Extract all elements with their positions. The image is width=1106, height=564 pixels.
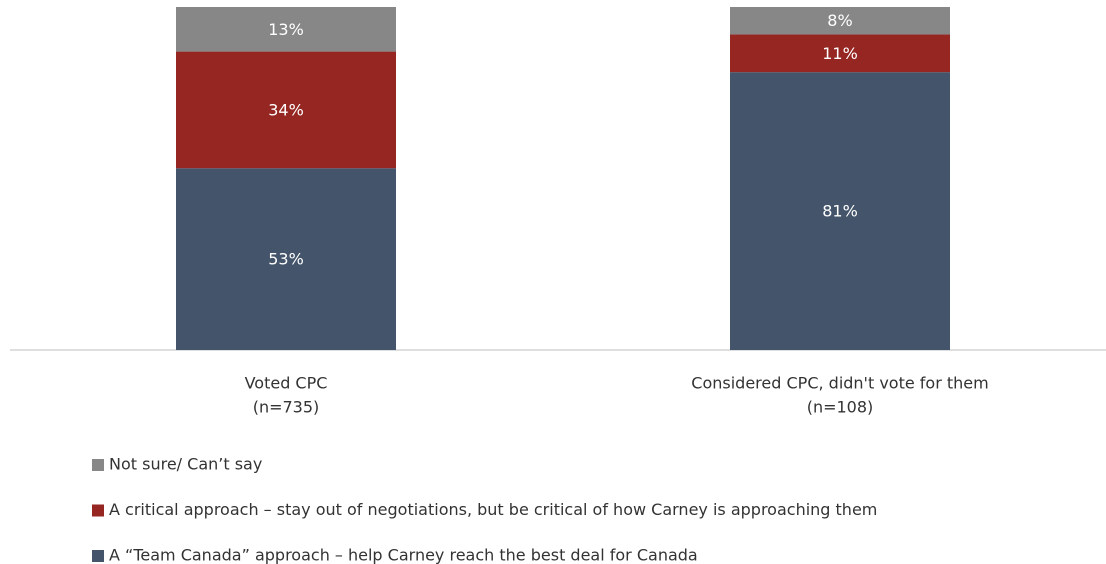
x-tick-label: Considered CPC, didn't vote for them (691, 374, 988, 393)
legend-label: A “Team Canada” approach – help Carney r… (109, 546, 698, 564)
x-tick-label: Voted CPC (245, 374, 328, 393)
legend-swatch (92, 459, 104, 471)
x-tick-label: (n=108) (807, 398, 874, 417)
data-label: 11% (822, 44, 858, 63)
bar-segment (176, 51, 396, 169)
legend-swatch (92, 504, 104, 517)
data-label: 13% (268, 20, 304, 39)
bar-segment (730, 72, 950, 351)
legend-swatch (92, 550, 104, 562)
bar-segment (176, 168, 396, 350)
data-label: 34% (268, 100, 304, 119)
legend-label: Not sure/ Can’t say (109, 455, 262, 474)
bar-segment (176, 7, 396, 52)
x-tick-label: (n=735) (253, 398, 320, 417)
data-label: 81% (822, 202, 858, 221)
bar-segment (730, 7, 950, 35)
data-label: 8% (827, 11, 852, 30)
legend-label: A critical approach – stay out of negoti… (109, 500, 877, 519)
bar-segment (730, 34, 950, 73)
data-label: 53% (268, 250, 304, 269)
